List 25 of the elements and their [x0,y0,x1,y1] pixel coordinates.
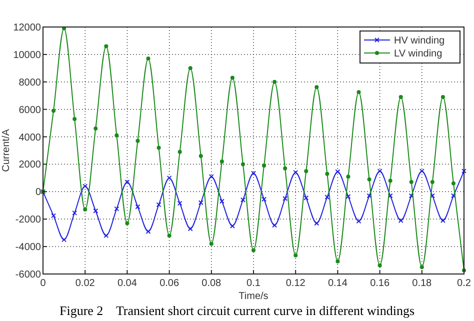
y-tick-label: 8000 [18,77,42,88]
x-tick-label: 0.18 [412,278,432,289]
legend-label: HV winding [394,36,445,46]
y-tick-label: -2000 [15,214,42,226]
x-tick-label: 0.02 [75,278,96,289]
legend-label: LV winding [394,48,442,60]
y-tick-label: 0 [35,187,42,198]
x-tick-label: 0.06 [160,278,180,289]
caption: Figure 2 Transient short circuit current curve in different windings [59,303,415,318]
y-tick-label: 10000 [13,50,42,61]
y-axis-title: Current/A [1,128,12,172]
y-tick-label: -6000 [15,270,42,280]
x-tick-label: 0.12 [286,278,306,289]
x-tick-label: 0.16 [370,278,390,289]
y-tick-label: 4000 [18,132,42,144]
x-axis-title: Time/s [238,291,268,302]
x-tick-label: 0.08 [202,278,222,289]
x-tick-label: 0.1 [246,278,261,289]
x-tick-label: 0.2 [457,278,472,289]
y-tick-label: 12000 [13,22,42,34]
y-tick-label: 2000 [18,160,42,171]
y-tick-label: 6000 [18,104,42,116]
x-tick-label: 0.04 [117,278,138,289]
y-tick-label: -4000 [15,242,42,254]
x-tick-label: 0.14 [328,278,348,289]
